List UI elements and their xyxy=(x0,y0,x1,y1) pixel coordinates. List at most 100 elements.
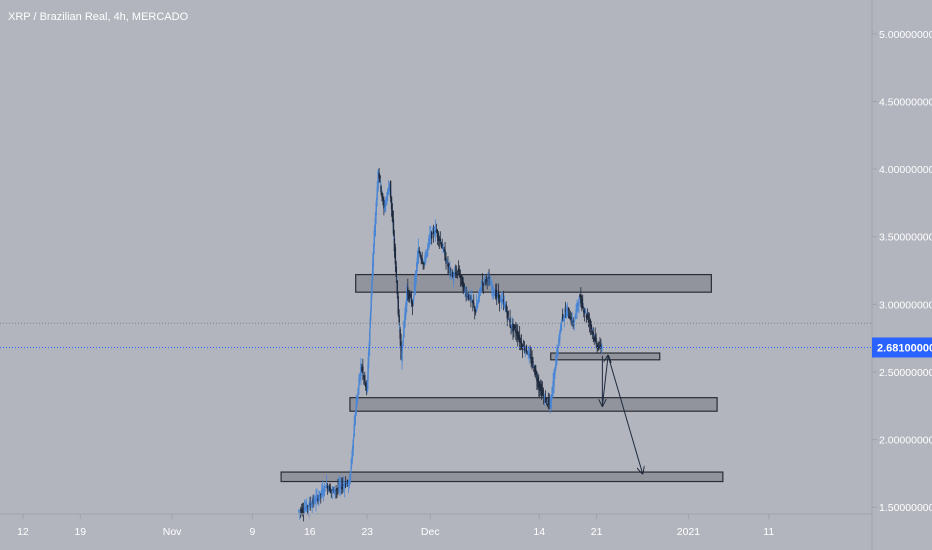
candle-body xyxy=(575,309,577,313)
candle-body xyxy=(386,196,388,204)
candle-body xyxy=(462,281,464,292)
candle-body xyxy=(349,473,352,481)
candle-body xyxy=(519,341,522,343)
candle-body xyxy=(541,389,544,395)
candle-body xyxy=(372,252,375,267)
plot-background xyxy=(0,0,872,514)
candle-body xyxy=(583,310,585,313)
candle-body xyxy=(542,394,545,396)
candle-body xyxy=(584,311,587,313)
candle-body xyxy=(365,382,367,388)
candle-body xyxy=(472,300,474,303)
candle-body xyxy=(430,232,432,238)
candle-body xyxy=(408,291,410,300)
y-axis-ticks: 5.00000000 4.50000000 4.00000000 3.50000000… xyxy=(872,29,932,514)
candle-body xyxy=(503,302,506,307)
candle-body xyxy=(385,201,387,205)
candle-body xyxy=(579,294,581,298)
candle-body xyxy=(525,345,528,353)
candle-body xyxy=(487,276,489,278)
candle-body xyxy=(601,348,603,351)
chart-title: XRP / Brazilian Real, 4h, MERCADO xyxy=(8,11,189,23)
candle-body xyxy=(448,263,450,267)
candle-body xyxy=(321,488,324,496)
candle-body xyxy=(578,301,580,307)
candle-body xyxy=(406,290,408,306)
candle-body xyxy=(345,483,348,487)
candle-body xyxy=(592,332,594,335)
candle-body xyxy=(304,506,307,509)
candle-body xyxy=(374,217,376,237)
candle-body xyxy=(577,303,579,308)
candle-body xyxy=(371,281,373,295)
candle-body xyxy=(417,247,420,263)
candle-body xyxy=(423,262,425,264)
candle-body xyxy=(342,484,344,486)
candle-body xyxy=(481,282,484,283)
y-tick-label: 5.00000000 xyxy=(879,29,932,41)
candle-body xyxy=(370,311,372,319)
candle-body xyxy=(552,381,554,394)
candle-body xyxy=(343,484,345,486)
candle-body xyxy=(467,296,469,298)
y-tick-label: 2.00000000 xyxy=(879,435,932,447)
candle-body xyxy=(388,184,391,188)
candle-body xyxy=(445,257,447,264)
current-price-tag: 2.68100000 xyxy=(872,337,932,358)
candle-body xyxy=(590,324,593,329)
candle-body xyxy=(355,402,357,416)
candle-body xyxy=(539,383,542,390)
candle-body xyxy=(458,269,461,276)
candle-body xyxy=(378,172,380,178)
candle-body xyxy=(415,269,418,277)
candle-body xyxy=(594,334,596,340)
candle-body xyxy=(367,352,370,368)
candle-body xyxy=(540,387,543,397)
x-axis-ticks: 12 19 Nov 9 16 23 Dec 14 21 2021 11 xyxy=(17,514,774,538)
candle-body xyxy=(422,262,424,265)
candle-body xyxy=(600,344,602,349)
candle-body xyxy=(496,290,498,297)
candle-body xyxy=(389,180,392,198)
candle-body xyxy=(511,324,513,328)
candle-body xyxy=(492,287,494,292)
candle-body xyxy=(364,374,366,383)
candle-body xyxy=(518,338,520,340)
candle-body xyxy=(428,238,430,244)
candle-body xyxy=(570,317,572,323)
candle-body xyxy=(391,210,394,222)
candle-body xyxy=(436,230,439,238)
candle-body xyxy=(571,318,573,323)
price-zone xyxy=(349,397,718,412)
projection-arrow xyxy=(601,356,608,406)
candle-body xyxy=(298,510,300,512)
candle-body xyxy=(444,249,446,261)
candle-body xyxy=(505,304,507,312)
candle-body xyxy=(474,306,476,312)
candle-body xyxy=(451,276,453,278)
candle-body xyxy=(597,344,599,349)
candle-body xyxy=(338,483,340,489)
candle-body xyxy=(321,489,323,495)
candle-body xyxy=(488,276,490,279)
candle-body xyxy=(357,388,359,395)
candle-body xyxy=(536,378,538,382)
candle-body xyxy=(418,250,420,253)
candle-body xyxy=(400,341,402,360)
candle-body xyxy=(460,275,463,278)
candle-body xyxy=(351,449,354,460)
candle-body xyxy=(561,314,564,320)
candle-body xyxy=(307,506,310,508)
candle-body xyxy=(558,338,560,342)
candle-body xyxy=(583,310,586,313)
candle-body xyxy=(390,196,393,210)
candle-body xyxy=(433,233,436,236)
candle-body xyxy=(435,230,438,232)
x-tick-label: 19 xyxy=(74,526,86,538)
candle-body xyxy=(449,267,451,271)
projection-arrows xyxy=(602,356,642,474)
candle-body xyxy=(453,273,456,274)
candle-body xyxy=(330,489,333,491)
candle-body xyxy=(320,494,322,495)
